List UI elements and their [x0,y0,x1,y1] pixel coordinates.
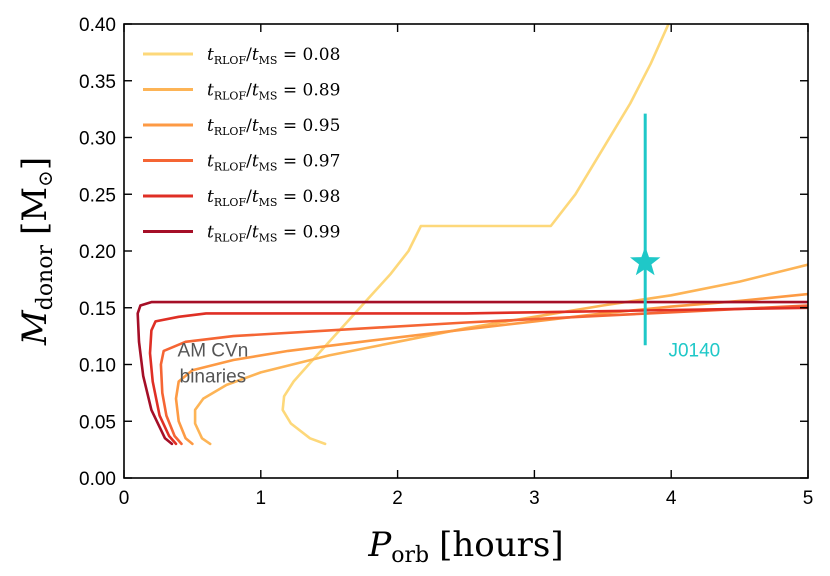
x-tick-label-2: 2 [392,488,403,509]
series-line-0.97 [159,304,808,446]
x-tick-label-4: 4 [666,488,677,509]
annotation-amcvn-line2: binaries [180,367,247,388]
x-tick-label-5: 5 [803,488,814,509]
x-axis-label: Porb [hours] [367,525,563,568]
series-line-0.08 [281,24,670,446]
series-layer [136,24,808,446]
marker-star [630,246,661,276]
legend-label-3: tRLOF/tMS = 0.97 [207,152,340,174]
annotation-layer: AM CVn binaries J0140 [178,341,721,388]
legend-label-5: tRLOF/tMS = 0.99 [207,223,340,245]
legend: tRLOF/tMS = 0.08 tRLOF/tMS = 0.89 tRLOF/tM… [143,45,340,245]
y-tick-label-6: 0.30 [79,129,116,150]
y-tick-label-0: 0.00 [79,469,116,490]
y-tick-label-1: 0.05 [79,412,116,433]
series-line-0.98 [148,306,808,446]
legend-label-4: tRLOF/tMS = 0.98 [207,187,340,209]
legend-label-0: tRLOF/tMS = 0.08 [207,45,340,67]
y-tick-label-4: 0.20 [79,242,116,263]
y-tick-label-2: 0.10 [79,356,116,377]
y-tick-label-8: 0.40 [79,15,116,36]
y-tick-label-3: 0.15 [79,299,116,320]
y-tick-label-7: 0.35 [79,72,116,93]
series-line-0.95 [174,292,808,446]
legend-label-2: tRLOF/tMS = 0.95 [207,116,340,138]
y-tick-label-5: 0.25 [79,185,116,206]
tick-layer: 0 1 2 3 4 5 0.00 0.05 0.10 0.15 0.20 0.25 0.30 0.35 0.… [79,15,813,509]
x-tick-label-0: 0 [119,488,130,509]
annotation-amcvn-line1: AM CVn [178,341,249,362]
x-tick-label-3: 3 [529,488,540,509]
x-tick-label-1: 1 [256,488,267,509]
marker-layer [630,113,661,346]
legend-label-1: tRLOF/tMS = 0.89 [207,81,340,103]
series-line-0.99 [136,300,808,446]
series-line-0.89 [193,263,808,446]
marker-label-j0140: J0140 [668,341,720,362]
y-axis-label: Mdonor[M⊙] [15,157,58,346]
